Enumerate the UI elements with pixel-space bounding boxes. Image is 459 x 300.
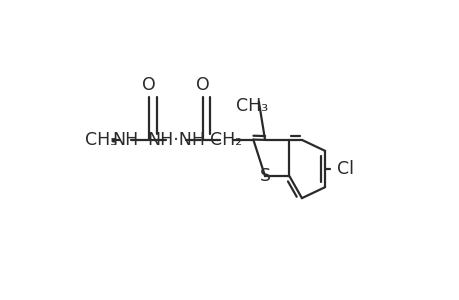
Text: NH·NH: NH·NH (146, 130, 204, 148)
Text: CH₃: CH₃ (235, 97, 268, 115)
Text: O: O (196, 76, 209, 94)
Text: S: S (259, 167, 270, 185)
Text: CH₂: CH₂ (210, 130, 242, 148)
Text: O: O (142, 76, 156, 94)
Text: Cl: Cl (336, 160, 353, 178)
Text: NH: NH (112, 130, 138, 148)
Text: CH₃: CH₃ (85, 130, 118, 148)
